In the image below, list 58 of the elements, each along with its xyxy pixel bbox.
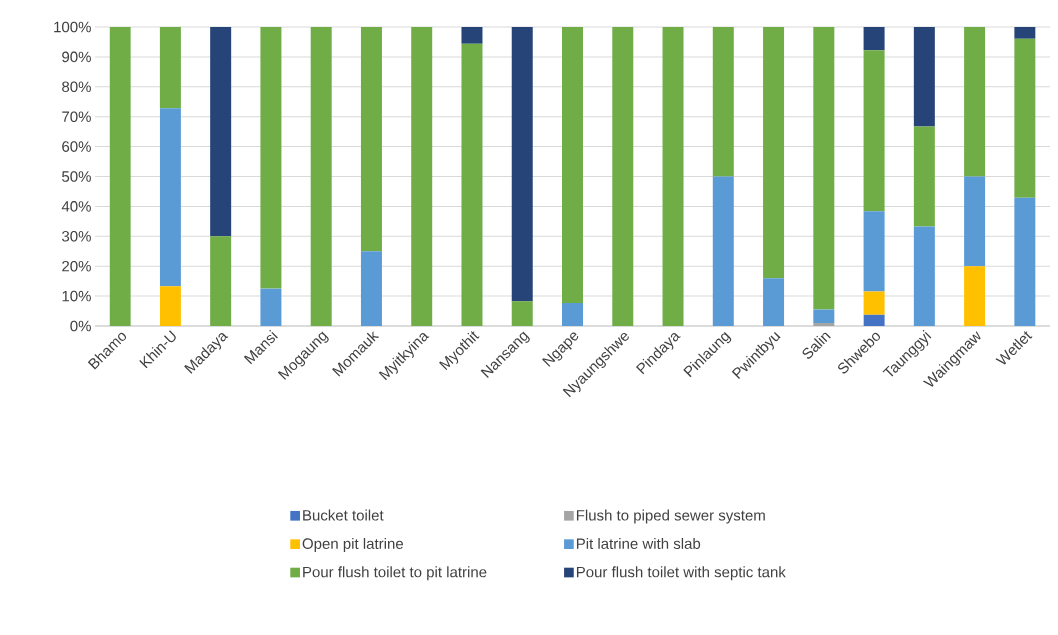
bar (763, 278, 785, 326)
legend-label: Bucket toilet (303, 509, 384, 521)
bar (461, 27, 483, 44)
bar (964, 27, 986, 177)
bar (913, 27, 935, 127)
bar (210, 236, 232, 326)
y-tick-label: 60% (62, 141, 91, 152)
bar (863, 291, 885, 315)
bar (109, 27, 131, 326)
bar (159, 27, 181, 109)
bar (813, 27, 835, 310)
y-tick-label: 40% (61, 201, 91, 212)
bar (712, 27, 734, 177)
bar (863, 50, 885, 212)
bar (461, 43, 483, 326)
bar (863, 27, 885, 51)
legend-label: Open pit latrine (302, 537, 403, 552)
y-tick-label: 20% (62, 260, 91, 272)
bar (159, 286, 181, 326)
y-tick-label: 80% (62, 81, 91, 93)
bar (913, 126, 935, 227)
bar (159, 108, 181, 287)
bar (360, 251, 382, 326)
bar (1014, 27, 1036, 39)
y-tick-label: 100% (54, 21, 91, 33)
bar (964, 176, 986, 267)
bar (511, 27, 533, 302)
bar (360, 27, 382, 252)
bar (863, 314, 885, 326)
bar (763, 27, 785, 279)
bar (562, 302, 583, 326)
bar (964, 266, 986, 326)
bar (813, 309, 835, 324)
legend-label: Flush to piped sewer system (576, 509, 765, 524)
bar (310, 27, 332, 326)
y-tick-label: 90% (62, 51, 91, 63)
legend-label: Pit latrine with slab (576, 537, 701, 549)
bar (662, 27, 684, 326)
y-tick-label: 70% (62, 111, 91, 122)
bar (1014, 38, 1036, 198)
bar (612, 27, 634, 326)
bar (210, 27, 232, 237)
bar (562, 27, 583, 303)
legend-label: Pour flush toilet to pit latrine (303, 566, 487, 581)
legend-label: Pour flush toilet with septic tank (576, 566, 786, 581)
bar (260, 27, 282, 289)
bar (863, 211, 885, 292)
bar (712, 176, 734, 326)
bar (913, 226, 935, 326)
y-tick-label: 50% (62, 171, 91, 182)
bar (1014, 197, 1036, 326)
y-tick-label: 0% (70, 320, 91, 332)
bar (511, 301, 533, 326)
bar (813, 323, 835, 326)
y-tick-label: 10% (62, 290, 91, 302)
bar (411, 27, 433, 326)
y-tick-label: 30% (62, 230, 91, 242)
bar (260, 288, 282, 326)
